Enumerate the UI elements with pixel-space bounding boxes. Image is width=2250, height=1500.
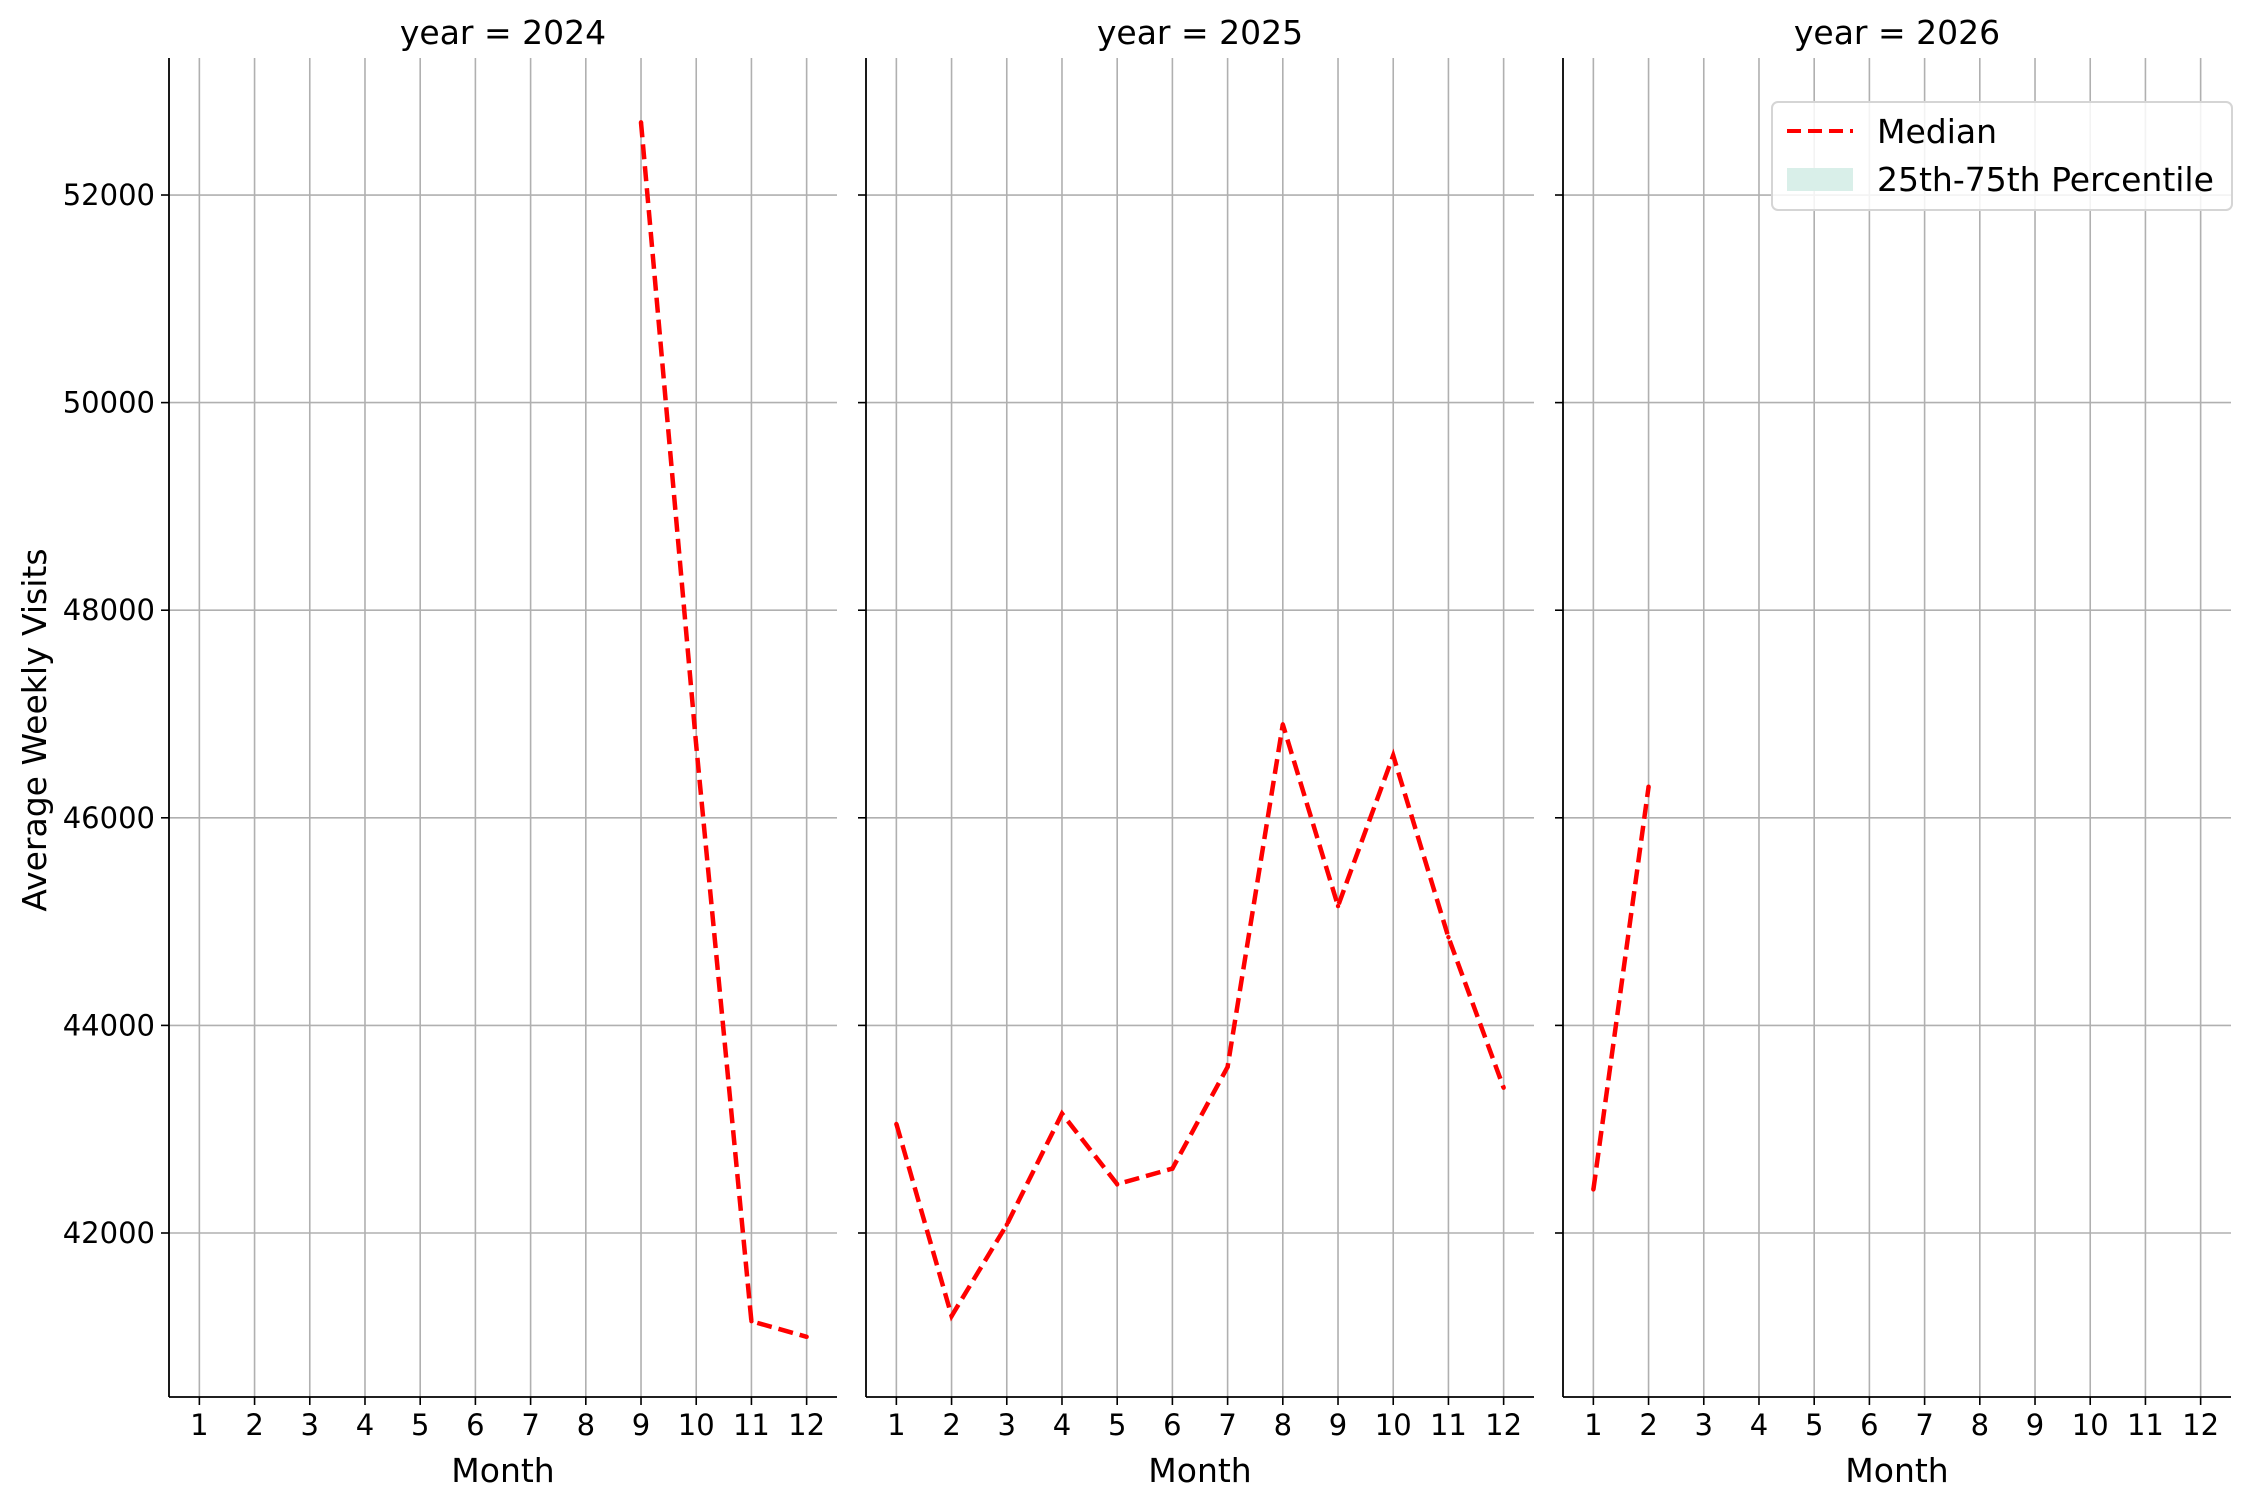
legend: Median 25th-75th Percentile <box>1771 101 2233 211</box>
median-point <box>749 1319 754 1324</box>
y-tick-label: 46000 <box>63 801 155 835</box>
x-tick-label: 8 <box>577 1408 595 1442</box>
x-tick-label: 7 <box>1218 1408 1236 1442</box>
legend-percentile-swatch <box>1787 168 1853 191</box>
x-tick-label: 4 <box>1750 1408 1768 1442</box>
median-line <box>638 122 808 1339</box>
x-tick-label: 10 <box>678 1408 715 1442</box>
x-tick-label: 5 <box>411 1408 429 1442</box>
x-tick-label: 11 <box>2127 1408 2164 1442</box>
median-point <box>1059 1111 1065 1116</box>
y-tick-label: 52000 <box>63 178 155 212</box>
x-tick-label: 12 <box>2182 1408 2219 1442</box>
y-tick-label: 44000 <box>63 1008 155 1042</box>
x-tick-label: 1 <box>190 1408 208 1442</box>
y-tick-label: 48000 <box>63 593 155 627</box>
panel-title: year = 2026 <box>1794 13 2000 52</box>
x-tick-label: 4 <box>1053 1408 1071 1442</box>
x-tick-label: 6 <box>1163 1408 1181 1442</box>
median-point <box>638 120 644 125</box>
median-point <box>1170 1166 1175 1171</box>
x-axis-label: Month <box>451 1451 554 1490</box>
x-tick-label: 2 <box>245 1408 263 1442</box>
x-tick-label: 12 <box>788 1408 825 1442</box>
median-point <box>1004 1222 1009 1227</box>
median-point <box>804 1334 809 1339</box>
y-tick-label: 50000 <box>63 386 155 420</box>
median-point <box>1225 1064 1230 1070</box>
x-tick-label: 10 <box>1375 1408 1412 1442</box>
median-point <box>1114 1182 1120 1187</box>
median-point <box>694 742 699 748</box>
legend-median-label: Median <box>1877 112 1997 151</box>
x-tick-label: 7 <box>521 1408 539 1442</box>
median-point <box>949 1313 954 1319</box>
x-tick-label: 4 <box>356 1408 374 1442</box>
median-point <box>1591 1187 1596 1192</box>
x-tick-label: 9 <box>1329 1408 1347 1442</box>
x-tick-label: 3 <box>1695 1408 1713 1442</box>
panel-title: year = 2025 <box>1097 13 1303 52</box>
x-tick-label: 5 <box>1108 1408 1126 1442</box>
x-tick-label: 6 <box>1860 1408 1878 1442</box>
x-tick-label: 2 <box>1639 1408 1657 1442</box>
x-tick-label: 10 <box>2072 1408 2109 1442</box>
x-axis-label: Month <box>1845 1451 1948 1490</box>
median-point <box>1446 934 1451 940</box>
panel-title: year = 2024 <box>400 13 606 52</box>
x-axis-label: Month <box>1148 1451 1251 1490</box>
panels: 1 2 3 4 5 6 7 8 9 10 11 124200044000460004800050000… <box>63 13 2231 1490</box>
median-point <box>1646 784 1651 789</box>
legend-percentile-label: 25th-75th Percentile <box>1877 160 2214 199</box>
median-line <box>1591 786 1651 1190</box>
x-tick-label: 11 <box>1430 1408 1467 1442</box>
x-tick-label: 12 <box>1485 1408 1522 1442</box>
x-tick-label: 2 <box>942 1408 960 1442</box>
x-tick-label: 1 <box>1584 1408 1602 1442</box>
legend-frame <box>1771 101 2233 211</box>
y-axis-label: Average Weekly Visits <box>15 548 54 911</box>
median-point <box>894 1121 899 1127</box>
x-tick-label: 1 <box>887 1408 905 1442</box>
x-tick-label: 9 <box>2026 1408 2044 1442</box>
x-tick-label: 3 <box>301 1408 319 1442</box>
x-tick-label: 11 <box>733 1408 770 1442</box>
x-tick-label: 6 <box>466 1408 484 1442</box>
y-tick-label: 42000 <box>63 1216 155 1250</box>
median-point <box>1391 753 1396 758</box>
median-line <box>894 723 1506 1322</box>
median-point <box>1501 1085 1506 1090</box>
x-tick-label: 3 <box>998 1408 1016 1442</box>
median-point <box>1335 903 1341 909</box>
x-tick-label: 9 <box>632 1408 650 1442</box>
median-point <box>1280 722 1286 727</box>
panel-1: 1 2 3 4 5 6 7 8 9 10 11 124200044000460004800050000… <box>63 13 837 1490</box>
x-tick-label: 8 <box>1971 1408 1989 1442</box>
x-tick-label: 5 <box>1805 1408 1823 1442</box>
x-tick-label: 7 <box>1915 1408 1933 1442</box>
x-tick-label: 8 <box>1274 1408 1292 1442</box>
